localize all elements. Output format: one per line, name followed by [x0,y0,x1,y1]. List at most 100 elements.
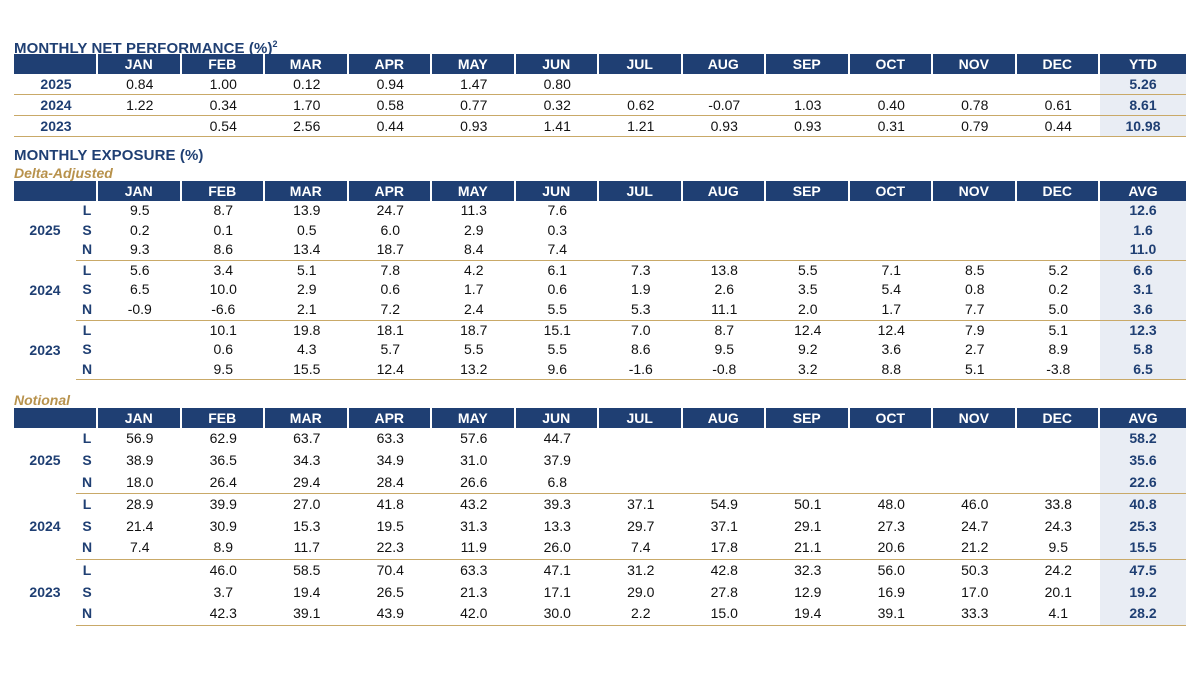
value-cell: 10.0 [209,281,237,298]
value-cell: 1.22 [98,95,182,116]
month-header-may: MAY [432,54,516,74]
performance-row: 2024 1.22 0.34 1.70 0.58 0.77 0.32 0.62 -0.07 1.0… [14,95,1186,116]
value-cell: 44.7 [543,430,571,447]
exposure-row: 2023 L 46.0 58.5 70.4 63.3 47.1 31.2 42.8 32.3 56.… [14,559,1186,600]
value-cell: 21.4 [126,517,154,534]
value-cell: 2.2 [599,603,683,626]
value-cell: 32.3 [794,561,822,578]
value-cell: 42.8 [710,561,738,578]
value-cell: 21.3 [460,583,488,600]
value-cell [683,450,767,472]
value-cell: 0.58 [348,95,432,116]
value-cell [599,74,683,95]
value-cell [850,201,934,221]
value-cell [683,428,767,450]
value-cell: 13.4 [265,240,349,261]
notional-subtitle: Notional [14,392,70,409]
value-cell: -0.9 [98,300,182,321]
exposure-type-label: S [82,281,92,298]
value-cell: 0.93 [766,116,850,137]
value-cell: 7.6 [547,202,567,218]
value-cell: 16.9 [877,583,905,600]
value-cell: 7.3 [631,261,651,278]
exposure-type-label: L [82,321,92,338]
month-header-oct: OCT [849,408,933,429]
exposure-row: 2025 L 56.9 62.9 63.7 63.3 57.6 44.7 58.2 [14,428,1186,468]
value-cell: 0.32 [515,95,599,116]
value-cell: 0.5 [297,221,317,238]
value-cell: 3.6 [881,341,901,358]
value-cell [1017,450,1101,472]
year-label: 2024 [29,281,61,298]
month-header-jan: JAN [98,408,182,429]
value-cell: 6.0 [380,221,400,238]
value-cell: 3.5 [798,281,818,298]
exposure-row: N 9.3 8.6 13.4 18.7 8.4 7.4 11.0 [14,240,1186,261]
value-cell: 13.3 [543,517,571,534]
value-cell: 24.3 [1044,517,1072,534]
value-cell [98,321,182,341]
value-cell: 7.9 [965,321,985,338]
exposure-row: S 38.9 36.5 34.3 34.9 31.0 37.9 35.6 [14,449,1186,472]
value-cell: 6.5 [130,281,150,298]
value-cell [850,221,934,241]
value-cell: 9.6 [515,360,599,381]
value-cell: 5.4 [881,281,901,298]
value-cell: 8.7 [213,202,233,218]
value-cell: 8.9 [1048,341,1068,358]
value-cell [599,472,683,495]
exposure-type-label: N [76,472,98,495]
footnote-marker: 2 [272,39,278,49]
value-cell: 31.3 [460,517,488,534]
value-cell: 15.1 [543,321,571,338]
exposure-type-label: S [82,517,92,534]
value-cell: 22.3 [348,537,432,560]
value-cell: 19.4 [293,583,321,600]
year-label: 2024 [29,518,61,535]
value-cell: 39.9 [209,496,237,513]
value-cell: 1.00 [181,74,265,95]
avg-cell: 3.6 [1100,299,1186,321]
header-blank-cell [14,181,98,201]
exposure-type-label: N [76,300,98,321]
avg-cell: 1.6 [1100,220,1186,241]
value-cell [933,428,1017,450]
year-label: 2023 [29,584,61,600]
value-cell: 7.4 [515,240,599,261]
month-header-dec: DEC [1016,181,1100,201]
value-cell: 0.3 [547,221,567,238]
value-cell: 2.6 [714,281,734,298]
month-header-sep: SEP [766,408,850,429]
value-cell [933,201,1017,221]
value-cell: 39.1 [849,603,933,626]
value-cell: 24.7 [961,517,989,534]
value-cell: 7.4 [98,537,182,560]
value-cell: 19.5 [376,517,404,534]
value-cell: 7.1 [881,261,901,278]
value-cell: 21.1 [766,537,850,560]
value-cell: 63.3 [460,561,488,578]
value-cell: 34.9 [376,451,404,468]
exposure-row: N 9.5 15.5 12.4 13.2 9.6 -1.6 -0.8 3.2 8.8 5.1 -3.8… [14,359,1186,381]
value-cell [599,428,683,450]
value-cell: 19.4 [766,603,850,626]
value-cell: 2.9 [464,221,484,238]
value-cell: 42.0 [432,603,516,626]
value-cell: 38.9 [126,451,154,468]
value-cell: 0.12 [265,74,349,95]
value-cell: 50.1 [794,496,822,513]
value-cell: 3.7 [213,583,233,600]
value-cell: 8.6 [181,240,265,261]
delta-exposure-table: JAN FEB MAR APR MAY JUN JUL AUG SEP OCT NOV DEC AVG … [14,181,1186,381]
value-cell: 0.2 [1048,281,1068,298]
exposure-type-label: L [82,202,92,218]
value-cell: 18.1 [376,321,404,338]
value-cell: 56.0 [877,561,905,578]
value-cell [933,472,1017,495]
value-cell: 9.5 [714,341,734,358]
performance-header-row: JAN FEB MAR APR MAY JUN JUL AUG SEP OCT NOV DEC YTD [14,54,1186,74]
value-cell [933,240,1017,261]
exposure-row: 2023 L 10.1 19.8 18.1 18.7 15.1 7.0 8.7 12.4 12.4 7… [14,320,1186,358]
value-cell: 5.5 [464,341,484,358]
value-cell: 5.1 [297,261,317,278]
